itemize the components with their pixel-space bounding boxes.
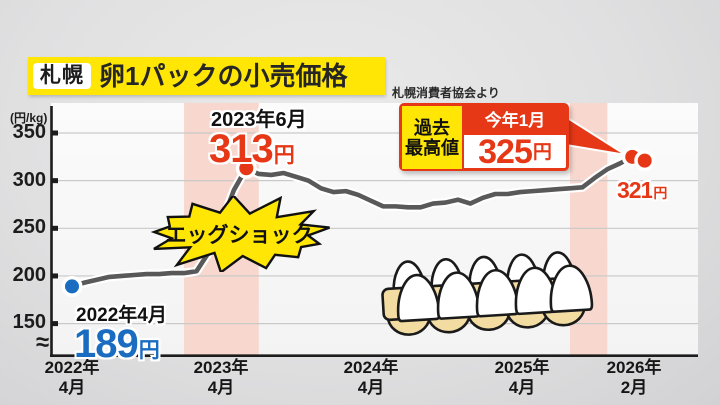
y-axis-unit: (円/kg) — [10, 111, 48, 125]
region-badge: 札幌 — [33, 63, 91, 89]
chart-title-banner: 札幌 卵1パックの小売価格 — [28, 57, 385, 95]
price-line — [67, 152, 650, 291]
axis-ticks — [51, 130, 58, 327]
y-tick-350: 350 — [12, 121, 46, 143]
x-label-2025: 2025年 4月 — [494, 358, 550, 397]
record-price-label: 325 円 — [478, 133, 552, 171]
y-tick-150: 150 — [12, 311, 46, 333]
data-source-note: 札幌消費者協会より — [392, 86, 500, 100]
y-tick-300: 300 — [12, 169, 46, 191]
y-tick-200: 200 — [12, 264, 46, 286]
starburst-shape — [150, 196, 330, 272]
egg-shock-label: エッグショック — [165, 224, 313, 247]
start-date-label: 2022年4月 — [76, 305, 167, 326]
y-tick-250: 250 — [12, 216, 46, 238]
record-high-callout: 過去 最高値 今年1月 325 円 — [399, 103, 569, 171]
x-label-2022: 2022年 4月 — [44, 358, 100, 397]
x-label-2024: 2024年 4月 — [343, 358, 399, 397]
x-label-2023: 2023年 4月 — [193, 358, 249, 397]
axes — [50, 106, 698, 358]
record-month-header: 今年1月 — [464, 106, 566, 135]
axis-break-symbol: ≈ — [36, 329, 50, 356]
page-title: 卵1パックの小売価格 — [99, 61, 348, 91]
peak-date-label: 2023年6月 — [211, 109, 307, 131]
x-label-2026: 2026年 2月 — [606, 358, 662, 397]
egg-carton-illustration — [381, 251, 594, 336]
egg-shock-callout: エッグショック — [143, 196, 335, 272]
peak-price-label: 313 円 — [209, 127, 295, 171]
start-price-label: 189 円 — [74, 322, 160, 366]
latest-price-label: 321 円 — [617, 177, 668, 203]
record-high-label: 過去 最高値 — [402, 106, 464, 169]
data-point-dots — [61, 146, 656, 297]
